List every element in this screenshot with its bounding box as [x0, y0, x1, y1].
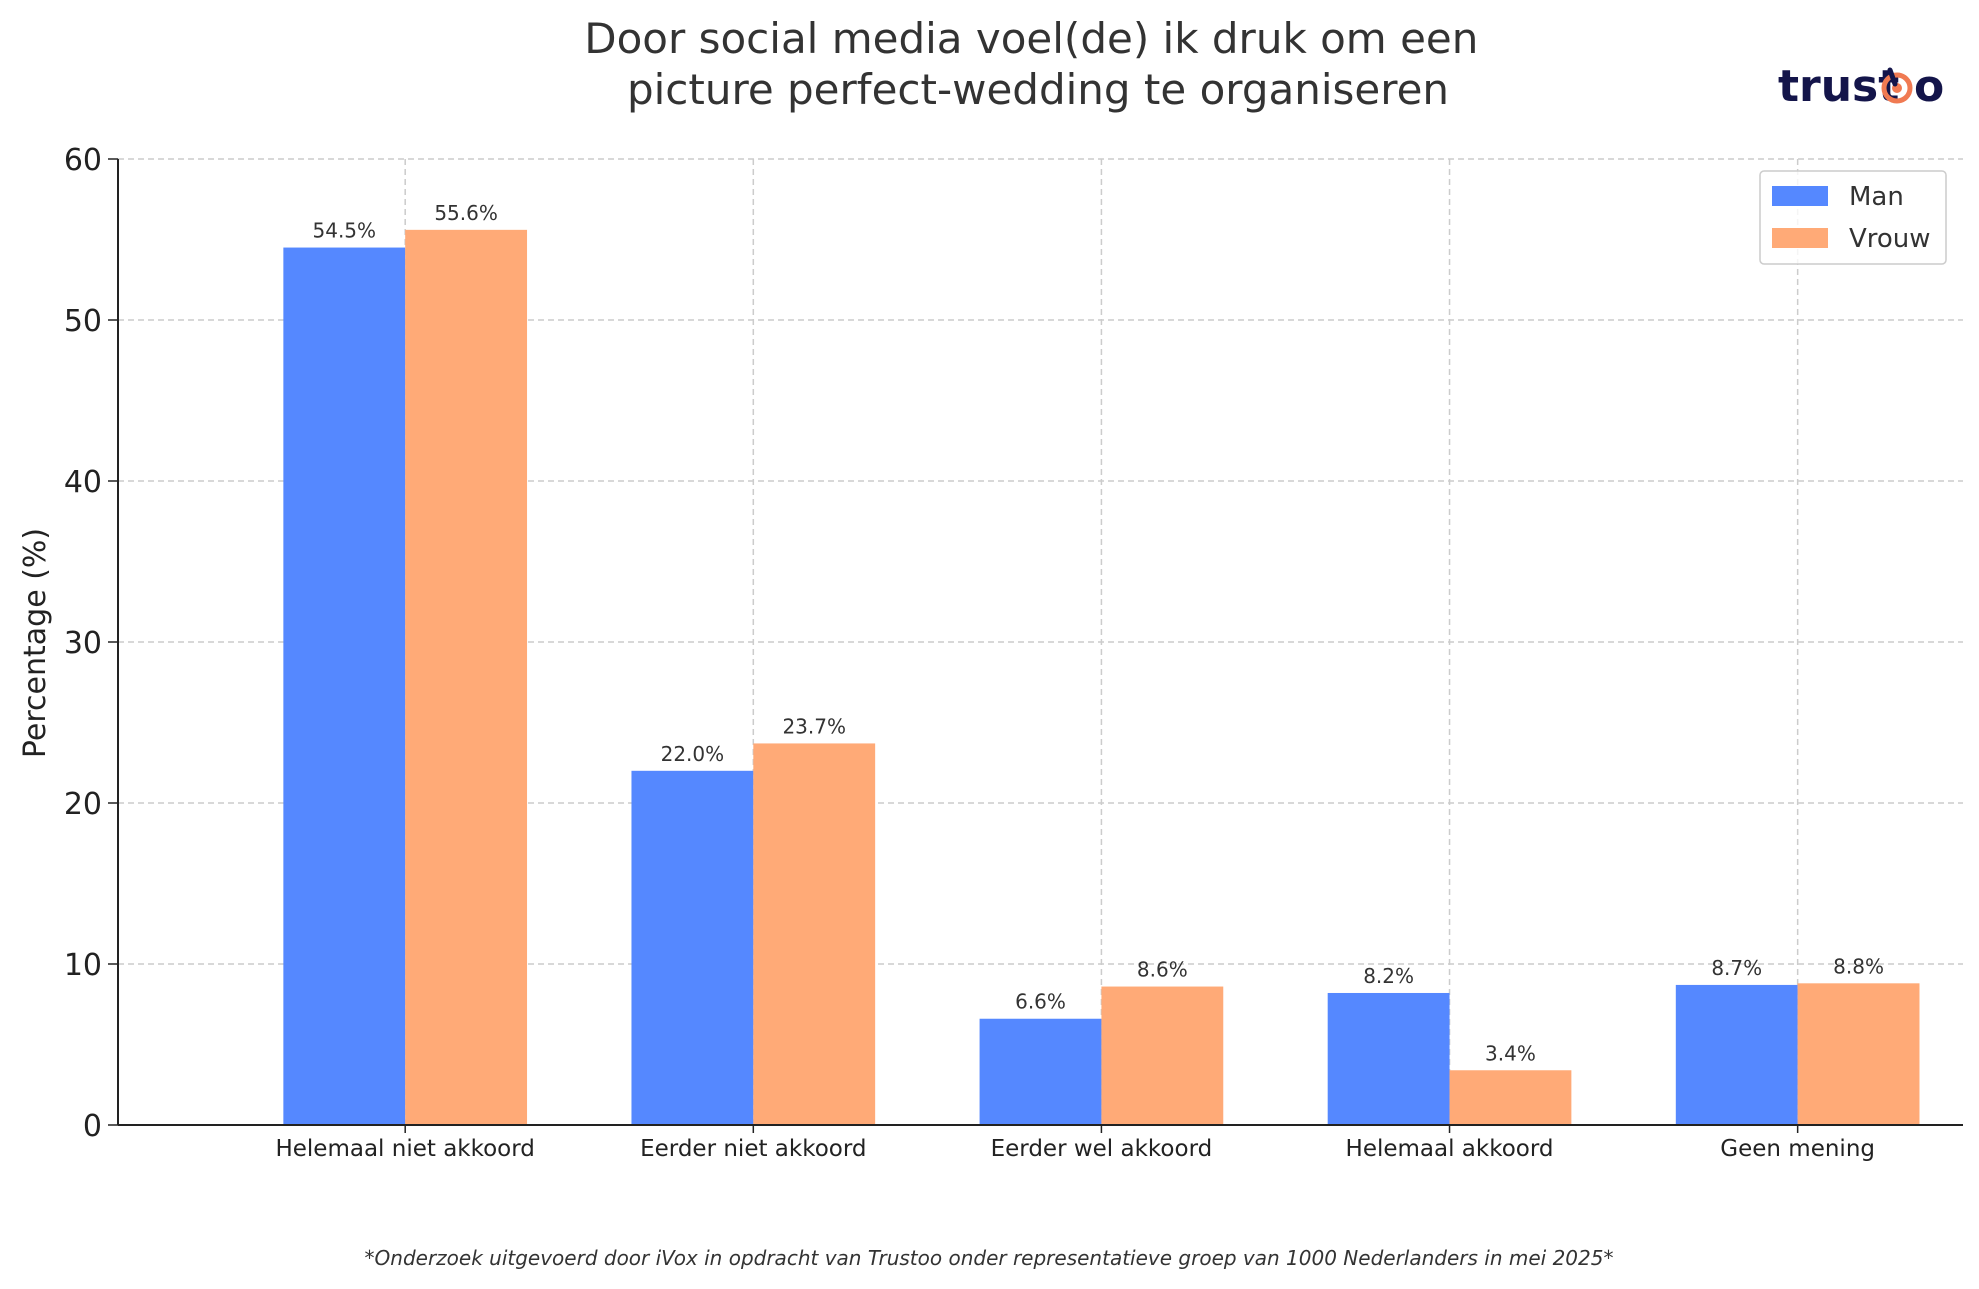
x-tick-label: Helemaal akkoord [1346, 1136, 1554, 1162]
bar-man [1327, 992, 1450, 1125]
y-tick-label: 0 [83, 1109, 102, 1144]
x-tick-label: Eerder niet akkoord [640, 1136, 866, 1162]
x-tick-label: Eerder wel akkoord [991, 1136, 1213, 1162]
logo-wordmark-end: o [1914, 61, 1944, 112]
chart-title-line-1: Door social media voel(de) ik druk om ee… [584, 14, 1478, 63]
bar-value-label: 8.8% [1833, 954, 1884, 978]
bar-value-label: 8.2% [1363, 964, 1414, 988]
bar-value-label: 54.5% [313, 219, 377, 243]
bar-value-label: 3.4% [1485, 1041, 1536, 1065]
legend-label-man: Man [1849, 182, 1904, 212]
chart-title: Door social media voel(de) ik druk om ee… [584, 14, 1491, 114]
legend-label-vrouw: Vrouw [1849, 224, 1931, 254]
bar-value-label: 55.6% [434, 201, 498, 225]
bar-man [979, 1018, 1102, 1125]
y-tick-label: 40 [64, 465, 102, 500]
legend: Man Vrouw [1759, 170, 1947, 265]
bar-vrouw [1449, 1070, 1572, 1125]
legend-swatch-man [1772, 186, 1828, 206]
x-tick-label: Helemaal niet akkoord [275, 1136, 534, 1162]
bar-vrouw [405, 229, 528, 1126]
trustoo-logo: trust o [1778, 61, 1944, 112]
bar-man [1675, 984, 1798, 1125]
bar-value-label: 23.7% [782, 714, 846, 738]
bar-vrouw [753, 743, 876, 1125]
bar-man [283, 247, 406, 1126]
y-tick-label: 10 [64, 948, 102, 983]
chart-title-line-2: picture perfect-wedding te organiseren [627, 65, 1449, 114]
data-labels: 54.5% 22.0% 6.6% 8.2% 8.7% 55.6% 23.7% 8.6% 3.4%… [313, 201, 1884, 1065]
bar-value-label: 22.0% [661, 742, 725, 766]
bars [283, 229, 1920, 1126]
grid [118, 158, 1963, 1125]
y-tick-label: 60 [64, 143, 102, 178]
y-tick-label: 50 [64, 304, 102, 339]
bar-value-label: 6.6% [1015, 990, 1066, 1014]
logo-target-icon [1881, 67, 1913, 104]
bar-man [631, 770, 754, 1125]
bar-value-label: 8.6% [1137, 958, 1188, 982]
footnote: *Onderzoek uitgevoerd door iVox in opdra… [365, 1246, 1614, 1270]
y-tick-label: 30 [64, 626, 102, 661]
bar-value-label: 8.7% [1711, 956, 1762, 980]
logo-wordmark: trust [1778, 61, 1899, 112]
bar-vrouw [1797, 983, 1920, 1125]
x-tick-label: Geen mening [1720, 1136, 1875, 1162]
y-tick-label: 20 [64, 787, 102, 822]
bar-vrouw [1101, 986, 1224, 1125]
axes: 0 10 20 30 40 50 60 Helemaal niet akkoord Eerder… [64, 143, 1963, 1162]
y-axis-title: Percentage (%) [18, 528, 53, 758]
legend-swatch-vrouw [1772, 228, 1828, 248]
